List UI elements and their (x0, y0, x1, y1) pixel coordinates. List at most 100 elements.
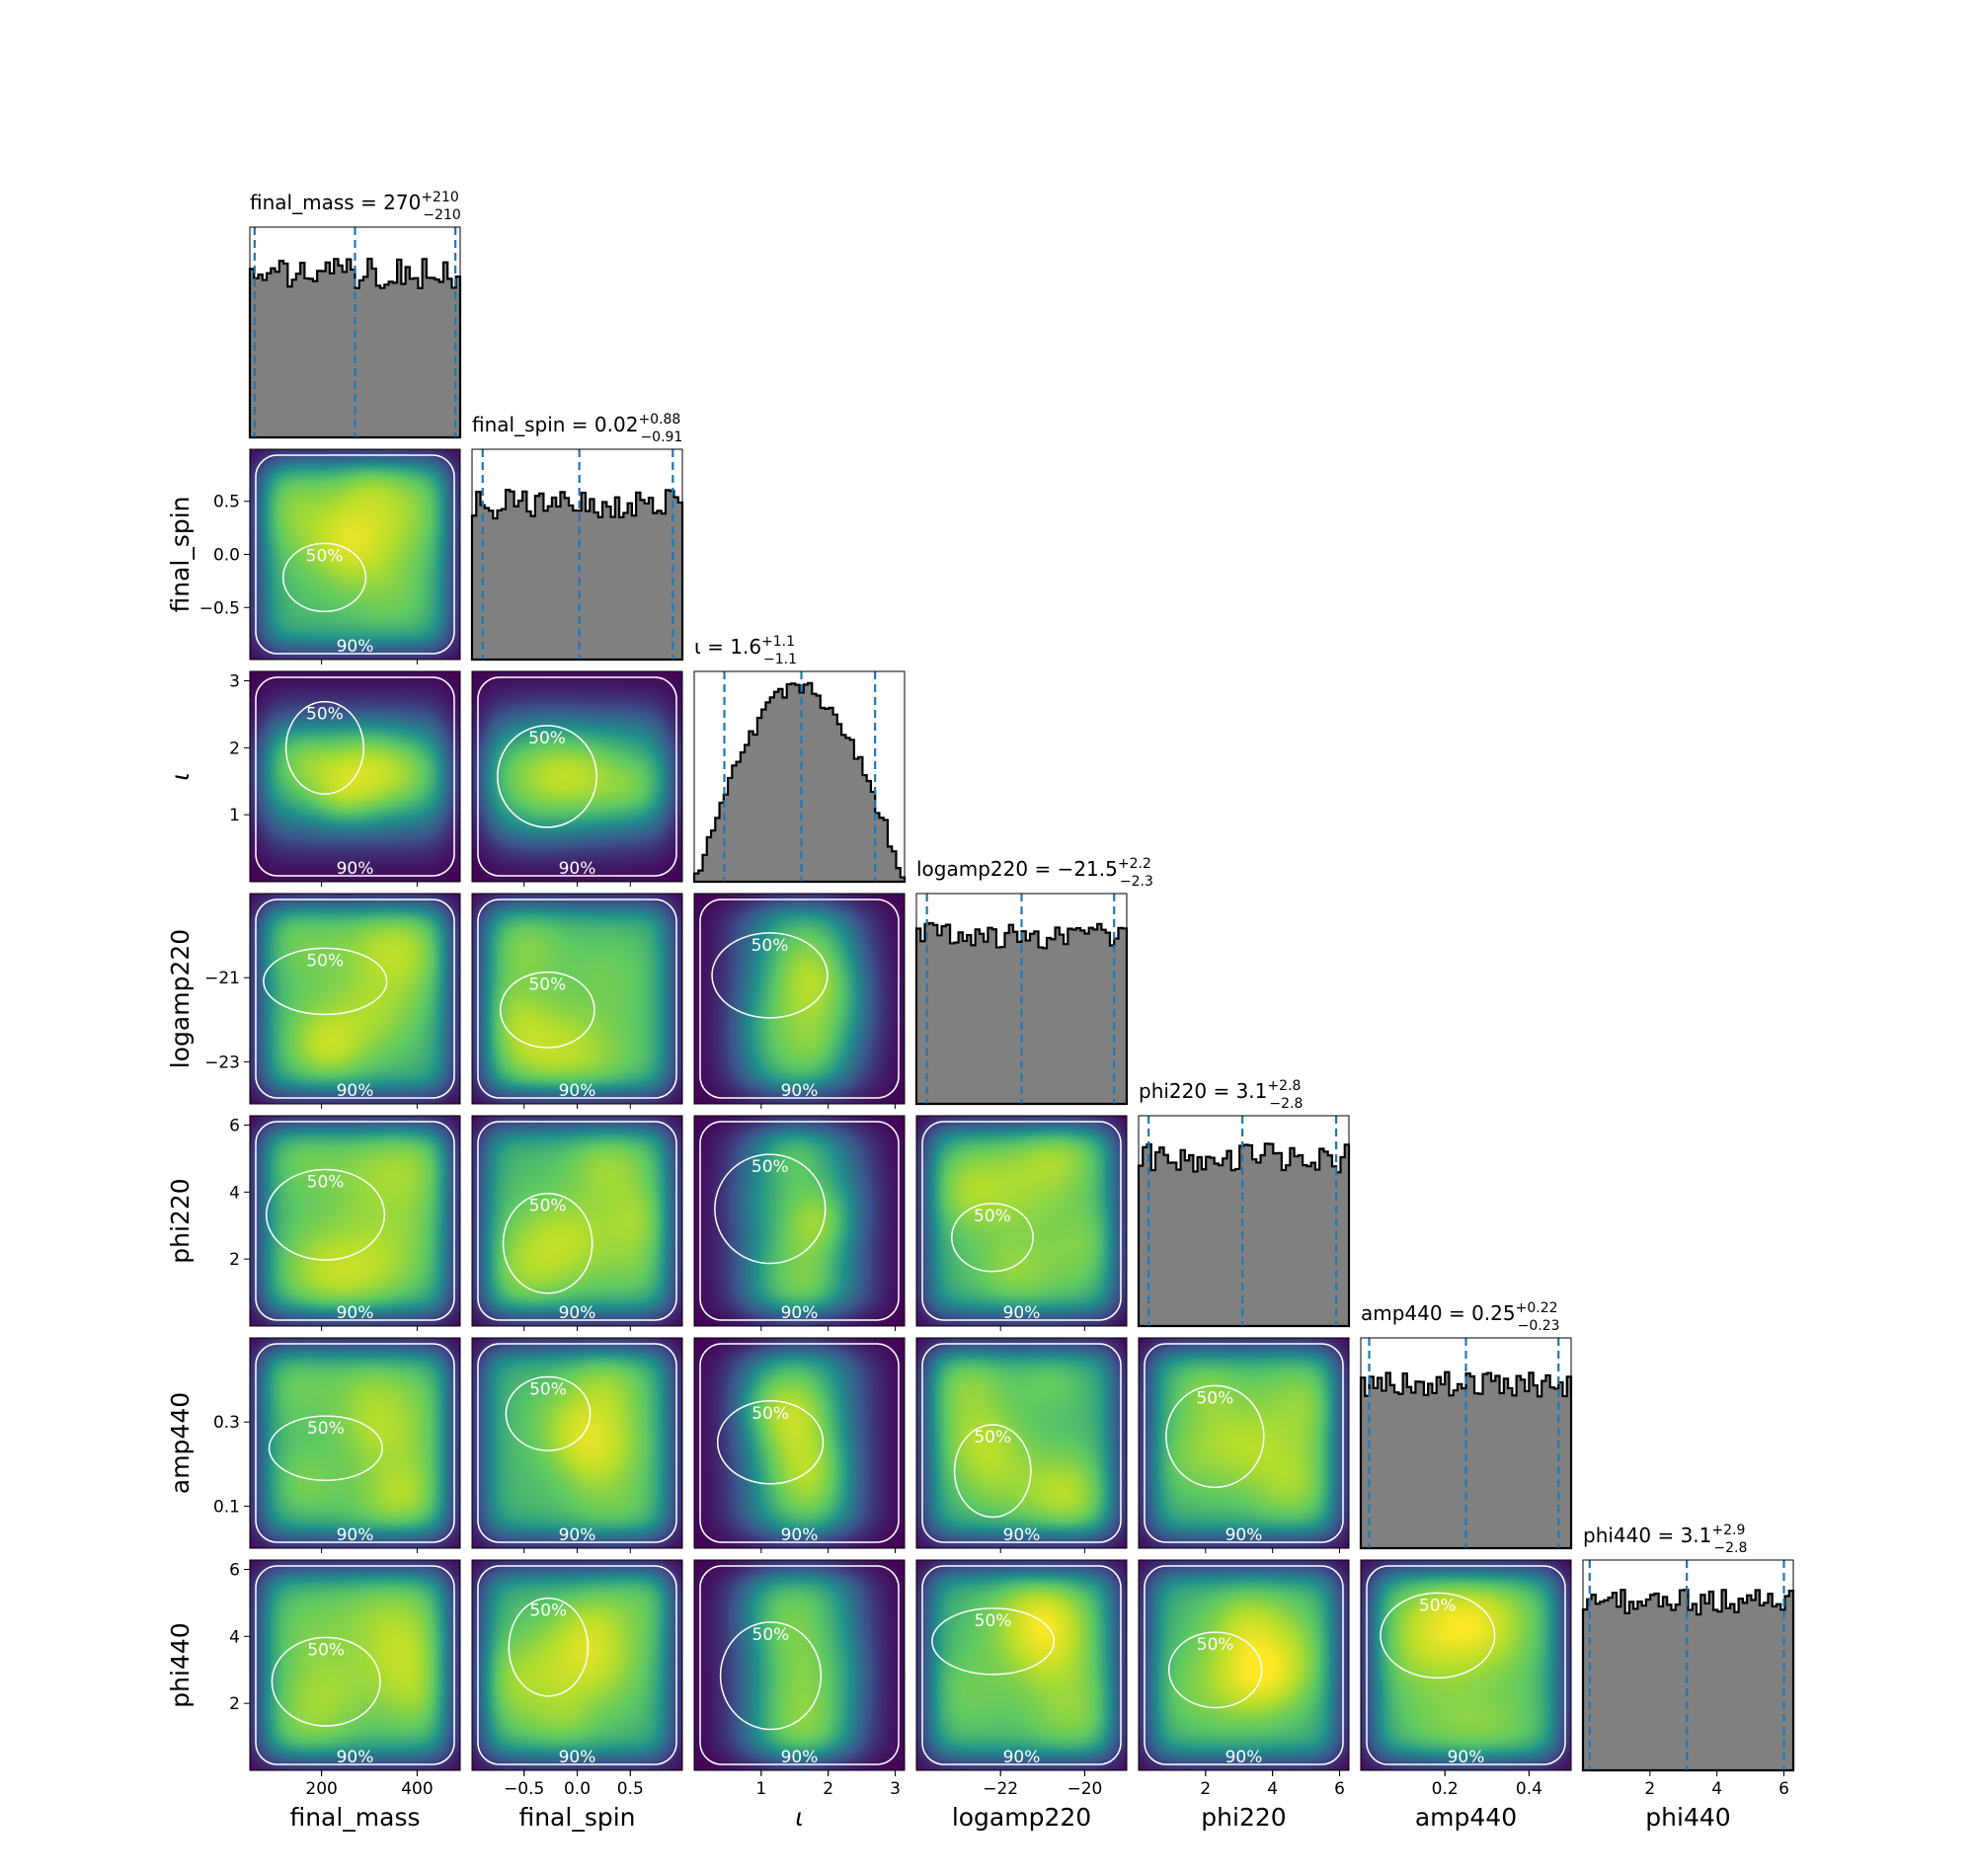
density-panel-logamp220-vs-final_spin: 50% 90% (471, 893, 683, 1105)
contour-90 (255, 1343, 455, 1543)
contour-50 (716, 1400, 825, 1485)
contour-90 (699, 1121, 900, 1321)
title-main: ι = 1.6 (694, 635, 761, 659)
y-tick-label: 0.3 (213, 1413, 240, 1433)
contour-90 (255, 899, 455, 1099)
contour-label-50: 50% (528, 729, 566, 748)
density-panel-phi220-vs-inclination: 50% 90% (693, 1115, 906, 1327)
histogram-title-amp440: amp440 = 0.25+0.22 (1361, 1300, 1558, 1325)
x-axis-label-phi220: phi220 (1201, 1803, 1286, 1832)
contour-50 (1165, 1384, 1265, 1489)
density-image (1139, 1560, 1349, 1770)
x-tick-label: 0.4 (1516, 1779, 1542, 1799)
x-tick-label: 1 (755, 1779, 766, 1799)
histogram-title-final_mass: final_mass = 270+210 (250, 190, 459, 214)
contour-50 (499, 971, 595, 1049)
x-axis-amp440: 0.2 0.4 amp440 (1415, 1770, 1542, 1832)
contour-90 (921, 1343, 1122, 1543)
contour-50 (1380, 1592, 1496, 1680)
contour-90 (477, 1121, 677, 1321)
contour-50 (931, 1607, 1056, 1676)
x-axis-label-logamp220: logamp220 (952, 1803, 1091, 1832)
contour-90 (255, 1121, 455, 1321)
contour-label-50: 50% (751, 1157, 789, 1177)
y-axis-phi220: 6 4 2 phi220 (166, 1116, 250, 1270)
contour-label-90: 90% (781, 1303, 819, 1323)
density-image (250, 894, 460, 1104)
contour-50 (714, 1153, 827, 1265)
density-image (694, 1116, 905, 1326)
density-image (250, 1338, 460, 1548)
contour-50 (950, 1203, 1034, 1273)
y-tick-label: 3 (229, 671, 240, 691)
y-tick-label: 4 (229, 1183, 240, 1203)
y-axis-logamp220: −21 −23 logamp220 (166, 929, 250, 1072)
contour-90 (1366, 1565, 1566, 1765)
density-panel-inclination-vs-final_spin: 50% 90% (471, 670, 683, 883)
y-tick-label: 2 (229, 1694, 240, 1714)
panel-frame (693, 1115, 906, 1327)
contour-label-90: 90% (781, 1081, 819, 1101)
panel-frame (471, 448, 683, 661)
y-axis-label-amp440: amp440 (166, 1392, 195, 1494)
density-image (472, 1560, 682, 1770)
x-tick-label: 400 (401, 1779, 433, 1799)
density-panel-inclination-vs-final_mass: 50% 90% (249, 670, 461, 883)
contour-90 (477, 1565, 677, 1765)
title-lower-error: −2.8 (1713, 1540, 1747, 1556)
contour-90 (477, 899, 677, 1099)
density-image (250, 1116, 460, 1326)
contour-90 (921, 1565, 1122, 1765)
contour-label-50: 50% (307, 1640, 345, 1660)
density-image (472, 671, 682, 882)
contour-50 (263, 947, 388, 1016)
contour-label-90: 90% (781, 1525, 819, 1545)
contour-label-50: 50% (751, 936, 789, 956)
density-panel-amp440-vs-phi220: 50% 90% (1138, 1337, 1350, 1549)
contour-50 (953, 1424, 1032, 1519)
contour-90 (1144, 1565, 1344, 1765)
contour-label-90: 90% (337, 859, 374, 879)
x-tick-label: 0.2 (1432, 1779, 1459, 1799)
density-image (916, 1560, 1127, 1770)
x-axis-phi220: 2 4 6 phi220 (1200, 1548, 1345, 1832)
histogram-amp440: amp440 = 0.25+0.22−0.23 (1359, 1300, 1573, 1550)
contour-label-90: 90% (781, 1748, 819, 1767)
contour-50 (265, 1168, 386, 1261)
y-tick-label: 0.1 (213, 1497, 240, 1517)
x-tick-label: 2 (823, 1779, 833, 1799)
panel-frame (1138, 1337, 1350, 1549)
contour-90 (477, 676, 677, 877)
x-axis-label-inclination: ι (795, 1803, 803, 1832)
density-image (472, 894, 682, 1104)
title-lower-error: −210 (423, 207, 460, 223)
x-axis-label-phi440: phi440 (1645, 1803, 1730, 1832)
contour-label-50: 50% (306, 546, 344, 566)
x-tick-label: 0.0 (564, 1779, 591, 1799)
contour-90 (1144, 1343, 1344, 1543)
histogram-bars (692, 681, 907, 884)
density-image (1361, 1560, 1571, 1770)
x-tick-label: −0.5 (504, 1779, 544, 1799)
histogram-bars (1581, 1589, 1795, 1772)
panel-frame (1360, 1559, 1572, 1771)
y-tick-label: −21 (204, 969, 240, 988)
histogram-inclination: ι = 1.6+1.1−1.1 (692, 634, 907, 884)
y-tick-label: 6 (229, 1116, 240, 1135)
density-panel-phi440-vs-logamp220: 50% 90% (915, 1559, 1128, 1771)
panel-frame (1138, 1115, 1350, 1327)
title-main: final_spin = 0.02 (472, 413, 638, 436)
y-tick-label: 1 (229, 806, 240, 825)
histogram-phi220: phi220 = 3.1+2.8−2.8 (1137, 1078, 1351, 1328)
x-tick-label: 0.5 (617, 1779, 644, 1799)
panel-frame (249, 226, 461, 438)
contour-label-90: 90% (1448, 1748, 1485, 1767)
density-panel-phi220-vs-logamp220: 50% 90% (915, 1115, 1128, 1327)
contour-50 (505, 1375, 592, 1451)
density-panel-amp440-vs-logamp220: 50% 90% (915, 1337, 1128, 1549)
contour-label-90: 90% (1003, 1303, 1041, 1323)
contour-90 (255, 1565, 455, 1765)
contour-50 (497, 725, 597, 828)
